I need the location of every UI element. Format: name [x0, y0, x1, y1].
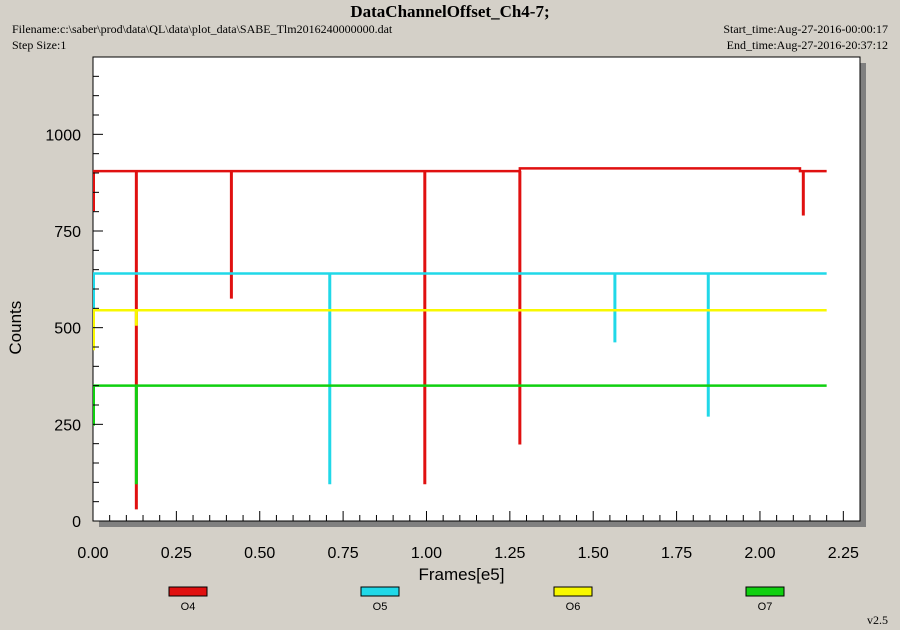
legend-label-o4: O4: [181, 601, 196, 613]
x-tick-label: 0.25: [161, 545, 192, 562]
x-tick-label: 1.50: [578, 545, 609, 562]
legend-item-o6: O6: [553, 586, 593, 613]
y-tick-label: 1000: [45, 127, 81, 144]
x-tick-label: 1.25: [494, 545, 525, 562]
plot-area: [92, 56, 861, 522]
x-tick-label: 1.00: [411, 545, 442, 562]
step-size-label: Step Size:1: [12, 38, 67, 52]
y-tick-label: 750: [54, 224, 81, 241]
end-time-label: End_time:Aug-27-2016-20:37:12: [726, 38, 888, 52]
start-time-label: Start_time:Aug-27-2016-00:00:17: [723, 22, 888, 36]
legend-item-o4: O4: [168, 586, 208, 613]
version-label: v2.5: [867, 613, 888, 627]
legend-item-o5: O5: [360, 586, 400, 613]
x-tick-label: 0.50: [244, 545, 275, 562]
series-o5: [93, 272, 827, 485]
x-tick-label: 2.25: [828, 545, 859, 562]
plot-frame: [92, 56, 866, 527]
series-layer: [93, 167, 827, 510]
y-tick-label: 250: [54, 417, 81, 434]
chart-title: DataChannelOffset_Ch4-7;: [350, 2, 550, 21]
legend-swatch-o7: [745, 586, 785, 597]
legend-swatch-o6: [553, 586, 593, 597]
legend: O4 O5 O6 O7: [168, 586, 785, 613]
series-o7: [93, 384, 827, 485]
legend-label-o6: O6: [566, 601, 581, 613]
legend-swatch-o5: [360, 586, 400, 597]
x-axis-label: Frames[e5]: [419, 565, 505, 584]
axes-layer: 0 250 500 750 1000 0.00 0.25 0.50 0.75 1.00 1.25 1.…: [6, 56, 861, 584]
y-tick-label: 0: [72, 514, 81, 531]
y-axis-label: Counts: [6, 301, 25, 355]
legend-item-o7: O7: [745, 586, 785, 613]
filename-label: Filename:c:\saber\prod\data\QL\data\plot…: [12, 22, 393, 36]
x-tick-label: 2.00: [744, 545, 775, 562]
legend-label-o5: O5: [373, 601, 388, 613]
legend-label-o7: O7: [758, 601, 773, 613]
series-o6: [93, 309, 827, 351]
legend-swatch-o4: [168, 586, 208, 597]
x-tick-label: 0.00: [77, 545, 108, 562]
x-tick-label: 1.75: [661, 545, 692, 562]
x-tick-label: 0.75: [328, 545, 359, 562]
y-tick-label: 500: [54, 321, 81, 338]
